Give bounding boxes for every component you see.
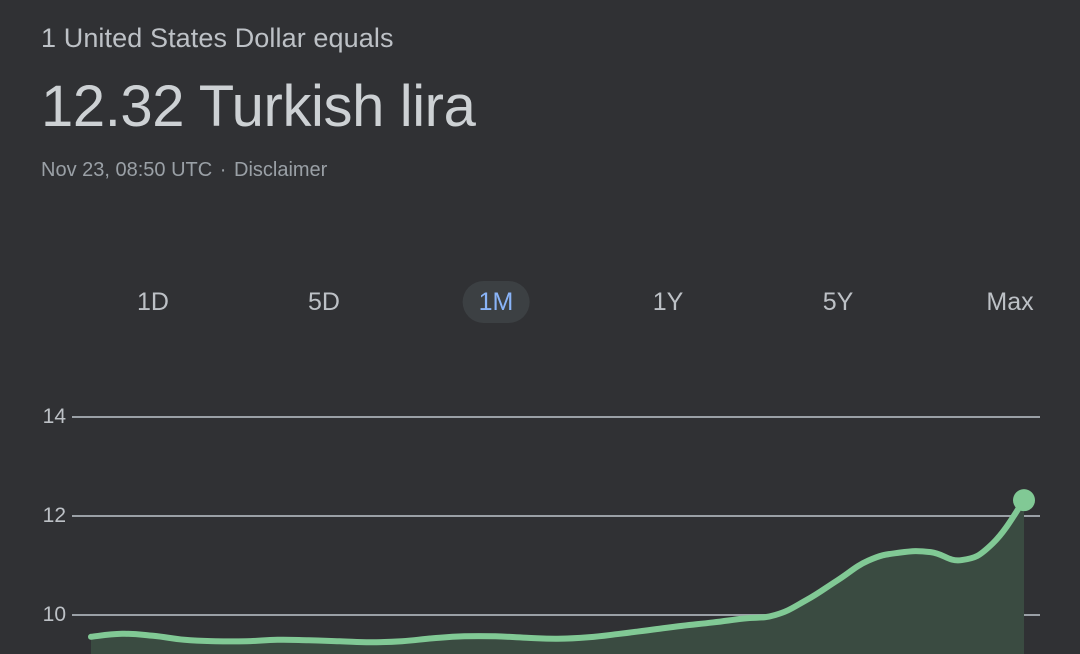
range-tab-1y[interactable]: 1Y: [652, 288, 684, 316]
chart-area-fill: [91, 500, 1024, 654]
range-tab-1d[interactable]: 1D: [137, 288, 169, 316]
last-value-marker: [1013, 489, 1035, 512]
conversion-result: 12.32 Turkish lira: [41, 74, 476, 139]
chart-line: [88, 497, 1027, 646]
range-tab-5y[interactable]: 5Y: [822, 288, 854, 316]
meta-row: Nov 23, 08:50 UTC · Disclaimer: [41, 158, 1041, 182]
meta-separator: ·: [219, 159, 227, 181]
timestamp: Nov 23, 08:50 UTC: [41, 159, 213, 181]
y-axis-tick-label: 14: [42, 405, 66, 428]
chart-canvas: [72, 416, 1040, 654]
header: 1 United States Dollar equals 12.32 Turk…: [41, 22, 1041, 182]
y-axis-tick-label: 12: [42, 504, 66, 527]
range-tab-max[interactable]: Max: [986, 288, 1034, 316]
range-tab-5d[interactable]: 5D: [308, 288, 340, 316]
disclaimer-link[interactable]: Disclaimer: [234, 159, 328, 181]
y-axis-tick-label: 10: [42, 603, 66, 626]
range-tab-1m[interactable]: 1M: [462, 281, 530, 323]
conversion-subtitle: 1 United States Dollar equals: [41, 23, 394, 53]
range-tab-bar: 1D 5D 1M 1Y 5Y Max: [41, 277, 1041, 327]
price-chart[interactable]: 10 12 14: [0, 340, 1080, 654]
